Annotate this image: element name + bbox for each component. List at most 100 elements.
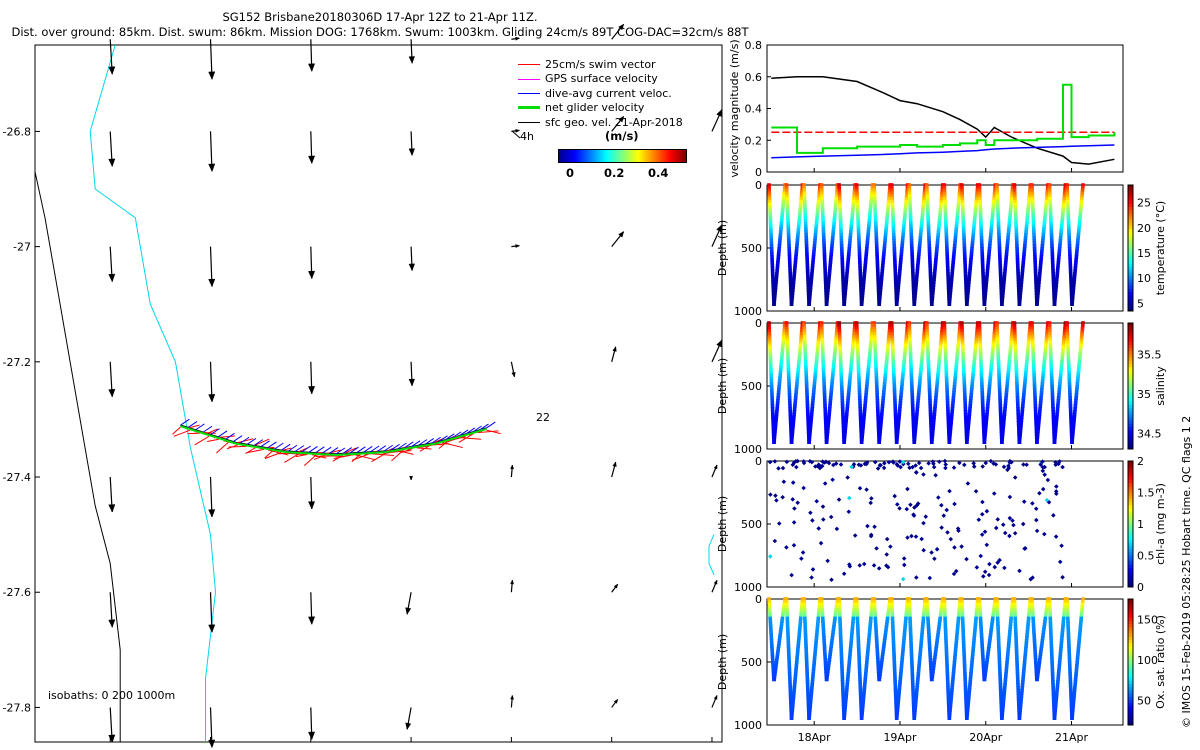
salinity-sample bbox=[817, 332, 821, 336]
temperature-sample bbox=[841, 282, 846, 287]
oxygen-sample bbox=[814, 636, 819, 640]
temperature-sample bbox=[1044, 197, 1049, 201]
salinity-sample bbox=[983, 426, 988, 431]
temperature-sample bbox=[870, 183, 875, 187]
salinity-sample bbox=[846, 390, 851, 395]
salinity-sample bbox=[930, 432, 935, 436]
salinity-sample bbox=[867, 354, 872, 359]
oxygen-sample bbox=[886, 608, 891, 612]
temperature-sample bbox=[869, 199, 873, 204]
salinity-sample bbox=[1063, 323, 1068, 328]
salinity-sample bbox=[1055, 412, 1059, 417]
salinity-sample bbox=[951, 393, 956, 397]
arrow-head bbox=[108, 273, 116, 283]
salinity-sample bbox=[875, 387, 879, 392]
temperature-sample bbox=[1030, 185, 1034, 190]
salinity-sample bbox=[854, 323, 859, 328]
salinity-sample bbox=[971, 371, 976, 375]
salinity-sample bbox=[1052, 432, 1056, 436]
salinity-sample bbox=[1069, 418, 1073, 422]
temperature-sample bbox=[892, 244, 897, 248]
oxygen-sample bbox=[786, 647, 791, 651]
temperature-sample bbox=[888, 185, 892, 190]
temperature-sample bbox=[788, 266, 792, 270]
salinity-sample bbox=[859, 440, 864, 444]
temperature-sample bbox=[1010, 188, 1015, 193]
temperature-sample bbox=[1038, 269, 1042, 273]
salinity-sample bbox=[1065, 337, 1070, 342]
salinity-sample bbox=[919, 360, 924, 364]
salinity-sample bbox=[1015, 401, 1020, 406]
salinity-sample bbox=[817, 329, 822, 334]
salinity-sample bbox=[820, 335, 824, 339]
oxygen-sample bbox=[907, 608, 912, 612]
salinity-sample bbox=[876, 426, 881, 431]
temperature-sample bbox=[984, 285, 988, 290]
chl-a-sample bbox=[807, 458, 813, 464]
temperature-sample bbox=[831, 230, 836, 234]
salinity-sample bbox=[1003, 404, 1008, 408]
salinity-sample bbox=[1037, 409, 1042, 414]
salinity-sample bbox=[769, 373, 773, 378]
salinity-sample bbox=[803, 340, 807, 345]
salinity-sample bbox=[973, 343, 978, 347]
chl-a-sample bbox=[780, 465, 786, 471]
temperature-sample bbox=[771, 288, 776, 293]
salinity-sample bbox=[822, 390, 827, 395]
chl-a-sample bbox=[929, 550, 934, 555]
oxygen-sample bbox=[884, 627, 888, 632]
oxygen-sample bbox=[947, 710, 951, 715]
oxygen-sample bbox=[856, 636, 861, 640]
oxygen-sample bbox=[932, 663, 936, 668]
temperature-sample bbox=[944, 222, 948, 226]
oxygen-sample bbox=[978, 608, 982, 612]
salinity-cbar-step bbox=[1128, 348, 1133, 352]
chl-a-sample bbox=[801, 460, 807, 466]
oxygen-sample bbox=[981, 660, 986, 665]
salinity-sample bbox=[1034, 418, 1038, 422]
salinity-sample bbox=[816, 335, 821, 339]
salinity-cbar-step bbox=[1128, 335, 1133, 340]
temperature-sample bbox=[884, 227, 888, 232]
salinity-sample bbox=[856, 371, 861, 375]
temperature-sample bbox=[902, 219, 907, 223]
chl-a-sample bbox=[986, 572, 992, 578]
temperature-sample bbox=[857, 235, 861, 240]
salinity-sample bbox=[945, 387, 949, 392]
temperature-sample bbox=[1038, 263, 1043, 268]
oxygen-sample bbox=[788, 680, 792, 684]
temperature-sample bbox=[939, 194, 944, 198]
salinity-sample bbox=[901, 368, 906, 372]
temperature-sample bbox=[1003, 260, 1008, 265]
chl-a-sample bbox=[1051, 513, 1056, 518]
temperature-sample bbox=[827, 269, 832, 273]
temperature-sample bbox=[946, 274, 950, 279]
salinity-sample bbox=[1045, 329, 1049, 334]
salinity-sample bbox=[810, 401, 815, 406]
temperature-sample bbox=[858, 269, 863, 273]
temperature-sample bbox=[1034, 282, 1038, 287]
salinity-sample bbox=[874, 379, 879, 384]
oxygen-sample bbox=[777, 638, 782, 643]
salinity-sample bbox=[973, 351, 977, 356]
salinity-sample bbox=[993, 321, 998, 325]
temperature-sample bbox=[804, 235, 809, 240]
salinity-sample bbox=[1055, 409, 1060, 414]
oxygen-sample bbox=[915, 688, 919, 693]
salinity-sample bbox=[790, 432, 795, 436]
temperature-sample bbox=[947, 302, 952, 306]
salinity-sample bbox=[773, 423, 778, 428]
temperature-sample bbox=[1015, 255, 1020, 259]
salinity-sample bbox=[945, 393, 950, 397]
chl-a-sample bbox=[1059, 543, 1064, 549]
arrow-head bbox=[612, 346, 617, 352]
temperature-sample bbox=[1042, 219, 1047, 223]
arrow-head bbox=[308, 63, 316, 72]
chl-a-sample bbox=[884, 563, 889, 568]
temperature-sample bbox=[1050, 260, 1055, 265]
salinity-sample bbox=[919, 365, 923, 370]
temperature-sample bbox=[890, 208, 895, 212]
temperature-sample bbox=[1058, 235, 1063, 240]
temperature-sample bbox=[968, 266, 972, 270]
oxygen-sample bbox=[807, 716, 811, 720]
